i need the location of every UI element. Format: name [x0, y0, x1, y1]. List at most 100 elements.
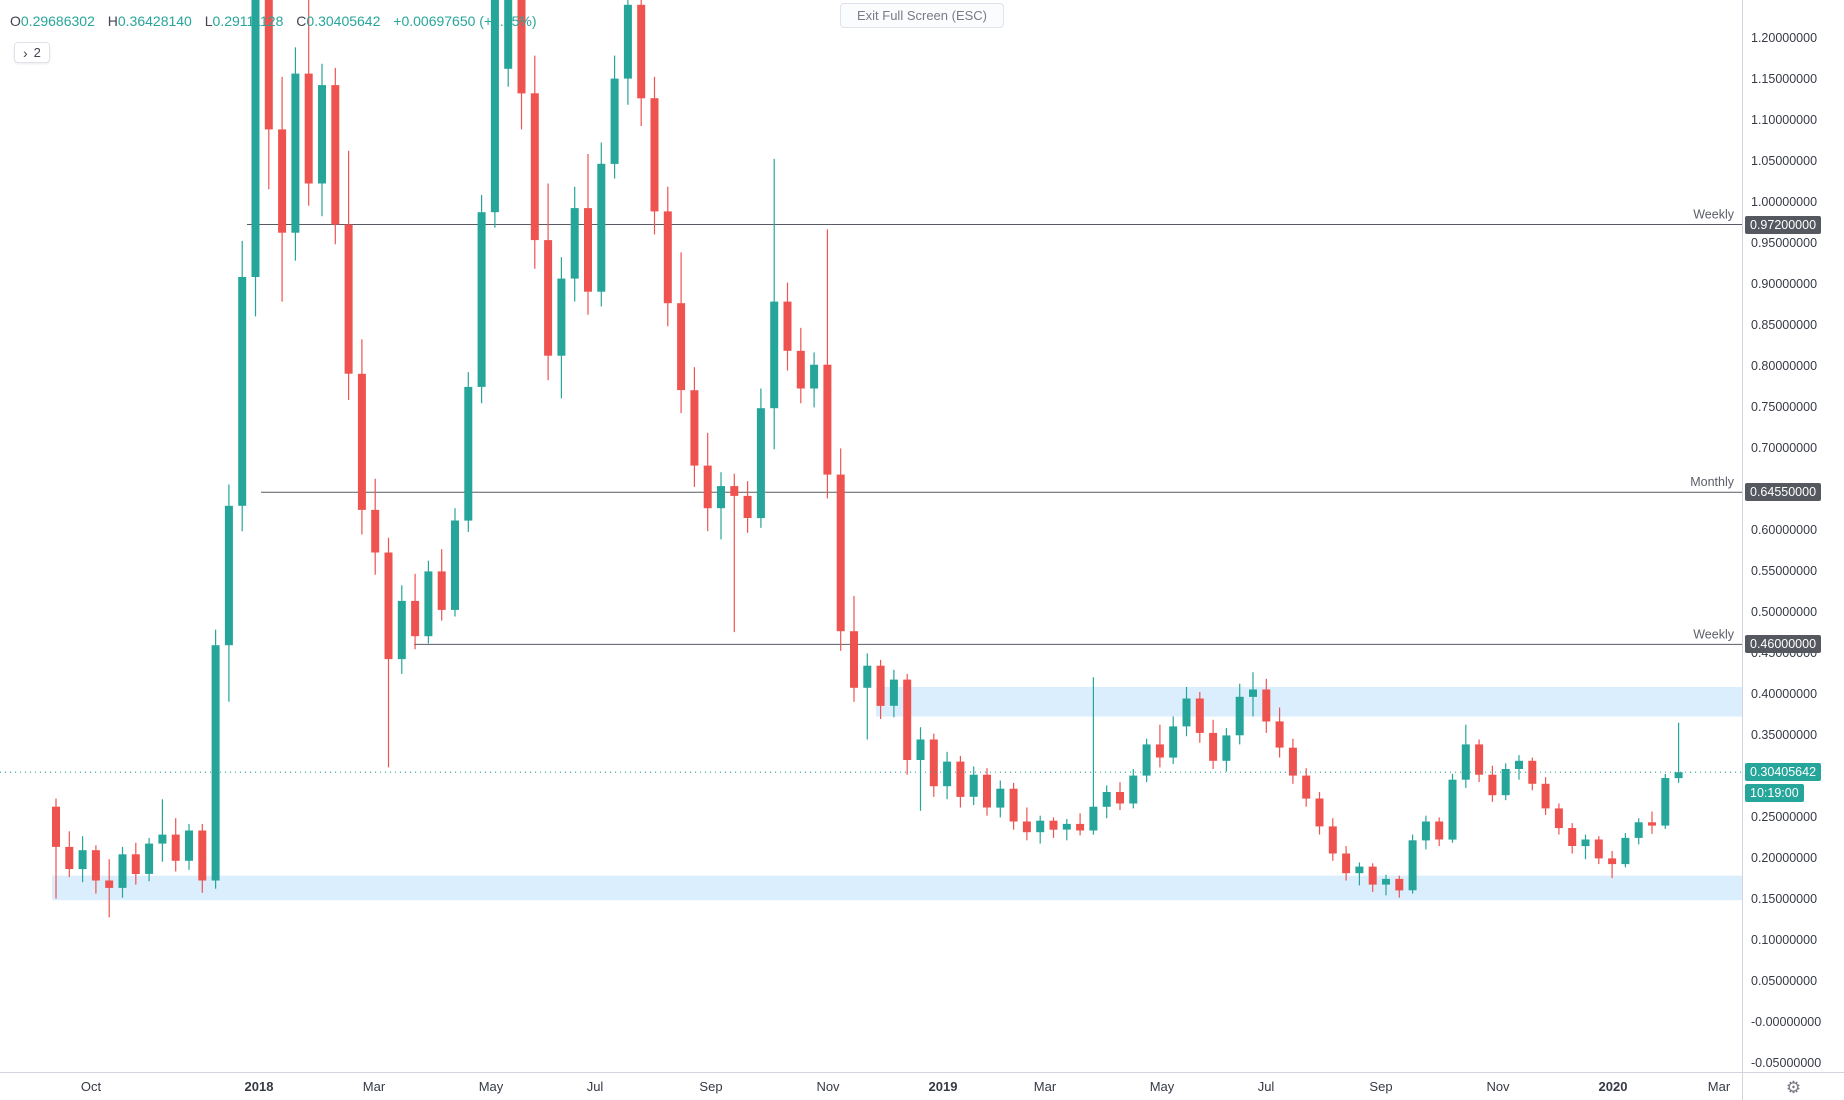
- candle-body: [996, 788, 1005, 808]
- candle-body: [464, 386, 473, 521]
- candle-body: [1568, 828, 1577, 846]
- candle-body: [145, 843, 154, 874]
- price-axis-label: 0.50000000: [1751, 604, 1818, 619]
- countdown-badge: 10:19:00: [1745, 784, 1804, 803]
- candle-body: [810, 364, 819, 389]
- price-level-badge-monthly: 0.64550000: [1745, 483, 1822, 502]
- candle-body: [131, 854, 140, 874]
- hidden-items-count: 2: [33, 45, 41, 60]
- candle-body: [717, 486, 725, 509]
- candle-body: [916, 739, 925, 760]
- candle-body: [1195, 698, 1204, 733]
- price-axis-label: -0.05000000: [1751, 1055, 1822, 1070]
- price-zone-rectangle[interactable]: [876, 687, 1742, 717]
- candle-body: [756, 408, 765, 519]
- candle-body: [1022, 821, 1031, 833]
- exit-fullscreen-button[interactable]: Exit Full Screen (ESC): [839, 3, 1005, 28]
- candle-body: [1009, 788, 1018, 822]
- candle-body: [1355, 866, 1364, 874]
- low-value: 0.29111128: [212, 13, 284, 29]
- candle-body: [1209, 732, 1218, 761]
- gear-icon[interactable]: ⚙: [1785, 1077, 1802, 1097]
- candle-body: [1062, 823, 1071, 830]
- candle-body: [690, 390, 699, 466]
- candle-body: [1182, 698, 1191, 727]
- chevron-right-icon: ›: [23, 44, 28, 61]
- price-axis-label: 0.90000000: [1751, 276, 1818, 291]
- candle-body: [783, 301, 792, 351]
- price-axis-label: 0.70000000: [1751, 440, 1818, 455]
- candle-body: [1288, 747, 1297, 776]
- time-axis-label: Jul: [1257, 1079, 1275, 1094]
- candle-body: [770, 301, 779, 409]
- price-zone-rectangle[interactable]: [52, 875, 1742, 901]
- price-axis-label: 1.05000000: [1751, 153, 1818, 168]
- price-axis-label: 1.00000000: [1751, 194, 1818, 209]
- drawing-timeframe-label: Weekly: [1693, 208, 1735, 222]
- candle-body: [91, 850, 100, 881]
- candle-body: [1076, 823, 1085, 831]
- time-axis-label: Nov: [816, 1079, 840, 1094]
- candlestick-chart[interactable]: Weekly Monthly Weekly: [0, 0, 1742, 1072]
- candle-body: [105, 880, 114, 888]
- price-axis-label: 0.40000000: [1751, 686, 1818, 701]
- candle-body: [850, 631, 858, 688]
- price-axis-label: 0.95000000: [1751, 235, 1818, 250]
- candle-body: [969, 774, 978, 797]
- price-axis[interactable]: 1.20000000 1.15000000 1.10000000 1.05000000…: [1742, 0, 1844, 1072]
- candle-body: [384, 552, 393, 660]
- time-axis-label: Nov: [1486, 1079, 1510, 1094]
- ohlc-legend: O0.29686302 H0.36428140 L0.29111128 C0.3…: [10, 13, 537, 29]
- candle-body: [1661, 778, 1670, 826]
- candle-body: [1608, 858, 1617, 865]
- candle-body: [929, 739, 938, 787]
- candle-body: [477, 212, 486, 387]
- time-axis-label: Mar: [1033, 1079, 1057, 1094]
- open-value: 0.29686302: [20, 13, 95, 29]
- candle-body: [357, 373, 366, 510]
- close-label: C: [296, 13, 307, 29]
- candle-body: [1435, 821, 1444, 840]
- candle-body: [1262, 689, 1271, 722]
- candle-body: [185, 830, 193, 861]
- candle-body: [1342, 853, 1351, 874]
- time-axis-label: Mar: [362, 1079, 386, 1094]
- candle-body: [437, 571, 446, 610]
- price-axis-label: 0.15000000: [1751, 891, 1818, 906]
- candle-body: [1169, 726, 1178, 758]
- candle-body: [504, 0, 513, 69]
- candle-body: [1036, 820, 1045, 833]
- candle-body: [238, 277, 247, 506]
- candle-body: [331, 85, 340, 225]
- low-label: L: [204, 13, 213, 29]
- candle-body: [52, 806, 60, 847]
- axis-settings-corner: ⚙: [1742, 1072, 1844, 1100]
- price-axis-label: 0.55000000: [1751, 563, 1818, 578]
- candle-body: [544, 240, 553, 356]
- candle-body: [1102, 792, 1111, 807]
- candle-body: [397, 600, 406, 660]
- candle-body: [1488, 774, 1497, 796]
- time-axis[interactable]: Oct 2018 Mar May Jul Sep Nov 2019 Mar May Jul Sep No…: [0, 1072, 1742, 1100]
- close-value: 0.30405642: [306, 13, 381, 29]
- candle-body: [211, 645, 220, 881]
- candle-body: [1621, 837, 1630, 865]
- candle-body: [1594, 839, 1603, 859]
- candle-body: [318, 85, 326, 184]
- candle-body: [570, 208, 579, 279]
- candle-body: [903, 679, 912, 760]
- candle-body: [1448, 779, 1457, 840]
- candle-body: [889, 679, 898, 706]
- time-axis-label: 2020: [1598, 1079, 1628, 1094]
- candle-body: [224, 505, 233, 646]
- price-axis-label: 1.20000000: [1751, 30, 1818, 45]
- candle-body: [1368, 866, 1377, 885]
- candle-body: [65, 846, 74, 869]
- candle-body: [863, 665, 872, 688]
- candle-body: [171, 834, 180, 861]
- candle-body: [1129, 775, 1138, 804]
- candle-body: [264, 0, 273, 130]
- legend-collapse-button[interactable]: › 2: [14, 42, 50, 63]
- time-axis-label: Mar: [1707, 1079, 1731, 1094]
